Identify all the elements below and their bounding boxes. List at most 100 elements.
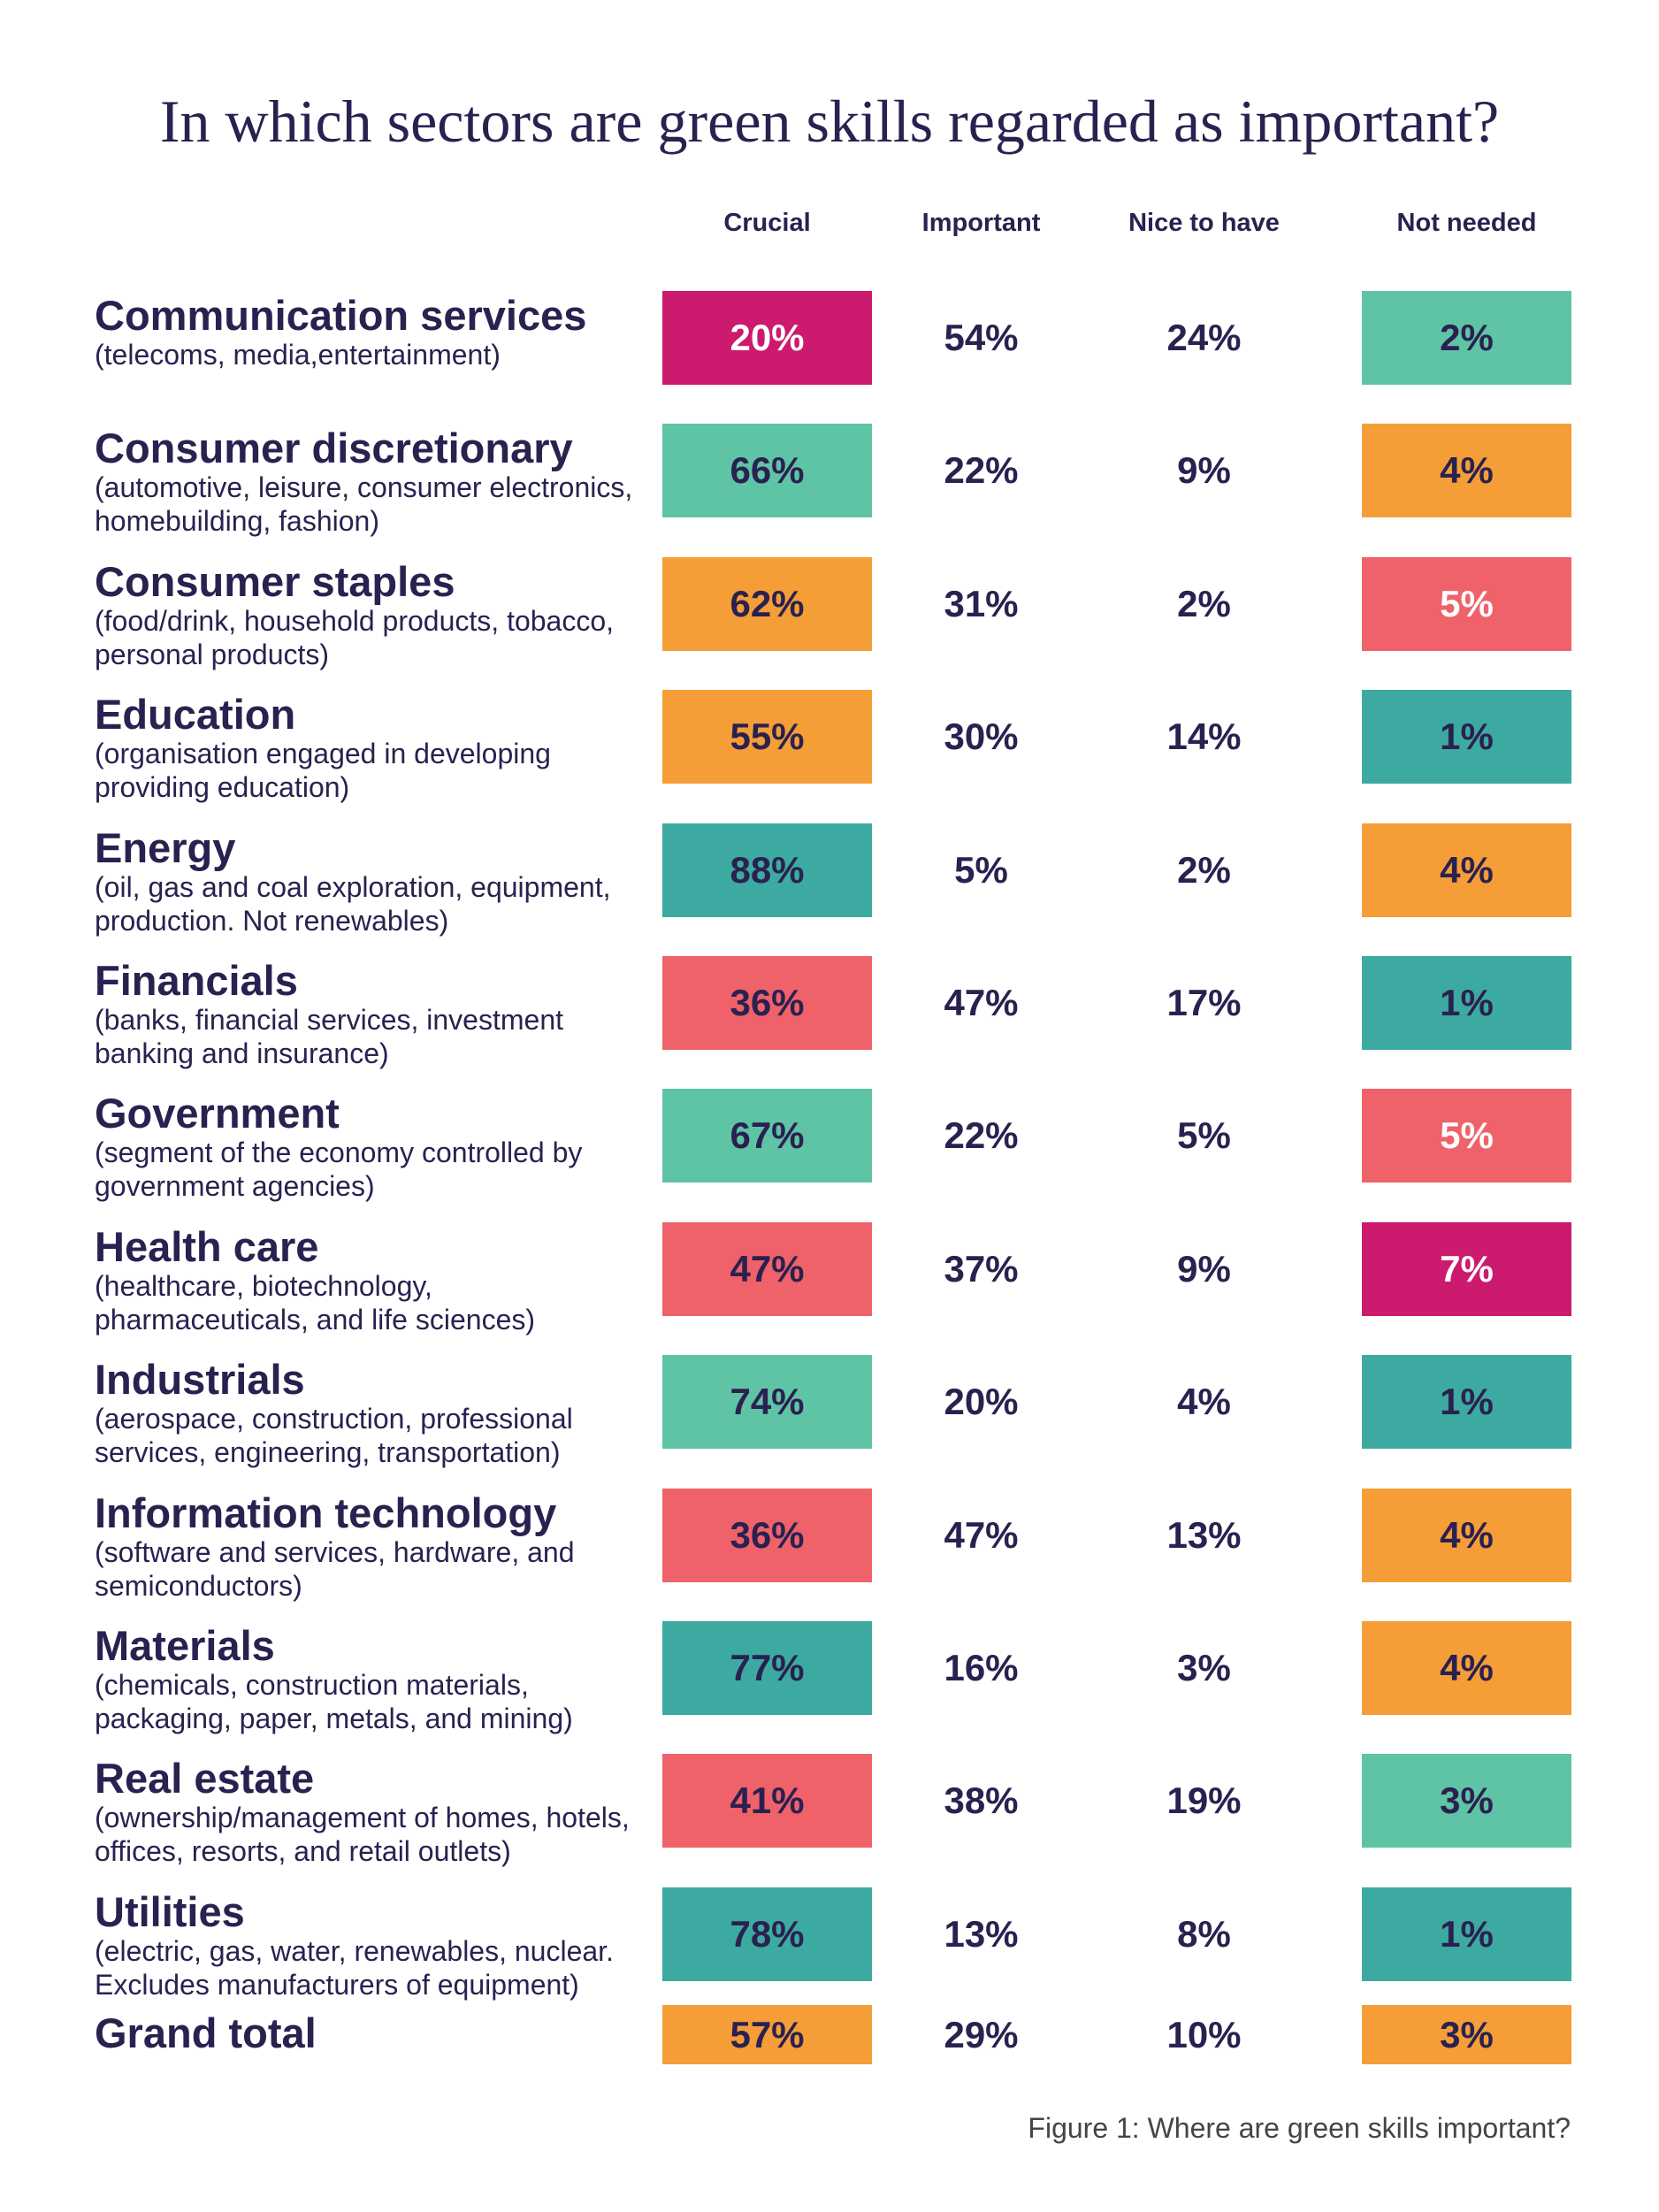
sector-label: Information technology [95, 1489, 557, 1536]
value-cell: 5% [1362, 1089, 1571, 1183]
column-header: Not needed [1396, 209, 1537, 237]
value-cell: 3% [1362, 2005, 1571, 2064]
value-cell: 22% [944, 449, 1019, 492]
value-cell: 7% [1362, 1221, 1571, 1316]
sector-description: offices, resorts, and retail outlets) [95, 1835, 511, 1868]
value-cell: 36% [662, 956, 872, 1050]
title: In which sectors are green skills regard… [159, 88, 1500, 155]
value-cell: 1% [1362, 1887, 1571, 1981]
column-header: Nice to have [1128, 209, 1280, 237]
value-cell: 37% [944, 1247, 1019, 1290]
value-cell: 13% [1166, 1513, 1242, 1556]
value-cell: 3% [1362, 1754, 1571, 1848]
sector-description: (healthcare, biotechnology, [95, 1269, 432, 1302]
sector-description: (segment of the economy controlled by [95, 1137, 583, 1169]
value-cell: 5% [1177, 1114, 1231, 1157]
column-header: Crucial [723, 209, 811, 237]
sector-description: production. Not renewables) [95, 904, 449, 937]
value-cell: 1% [1362, 1355, 1571, 1450]
value-cell: 5% [954, 848, 1008, 891]
sector-description: (banks, financial services, investment [95, 1004, 563, 1036]
value-cell: 4% [1177, 1381, 1231, 1423]
sector-label: Health care [95, 1222, 319, 1270]
value-cell: 54% [944, 317, 1019, 358]
sector-description: banking and insurance) [95, 1037, 389, 1069]
sector-description: (telecoms, media,entertainment) [95, 339, 501, 371]
sector-description: (ownership/management of homes, hotels, [95, 1802, 630, 1834]
sector-label: Education [95, 691, 296, 739]
value-cell: 30% [944, 716, 1019, 758]
sector-description: (organisation engaged in developing [95, 738, 551, 770]
sector-description: (oil, gas and coal exploration, equipmen… [95, 870, 611, 903]
value-cell: 41% [662, 1754, 872, 1848]
sector-description: (automotive, leisure, consumer electroni… [95, 471, 633, 504]
value-cell: 20% [944, 1381, 1019, 1423]
sector-description: (chemicals, construction materials, [95, 1669, 529, 1701]
value-cell: 10% [1166, 2013, 1242, 2055]
value-cell: 2% [1177, 582, 1231, 624]
sector-description: services, engineering, transportation) [95, 1436, 561, 1469]
value-cell: 4% [1362, 424, 1571, 518]
sector-description: packaging, paper, metals, and mining) [95, 1703, 573, 1734]
value-cell: 47% [662, 1221, 872, 1316]
value-cell: 2% [1177, 848, 1231, 891]
value-cell: 29% [944, 2013, 1019, 2055]
value-cell: 36% [662, 1488, 872, 1582]
sector-label: Energy [95, 823, 236, 871]
value-cell: 47% [944, 982, 1019, 1023]
value-cell: 14% [1166, 716, 1242, 758]
value-cell: 16% [944, 1647, 1019, 1688]
value-cell: 2% [1362, 291, 1571, 385]
sector-label: Communication services [95, 292, 587, 339]
sector-description: government agencies) [95, 1170, 375, 1203]
value-cell: 19% [1166, 1780, 1242, 1822]
column-header: Important [921, 209, 1041, 237]
sector-label: Consumer discretionary [95, 425, 573, 472]
value-cell: 31% [944, 582, 1019, 624]
value-cell: 8% [1177, 1912, 1231, 1955]
value-cell: 57% [662, 2005, 872, 2064]
value-cell: 4% [1362, 823, 1571, 917]
value-cell: 22% [944, 1114, 1019, 1157]
value-cell: 3% [1177, 1647, 1231, 1688]
value-cell: 78% [662, 1887, 872, 1981]
value-cell: 74% [662, 1355, 872, 1450]
sector-label: Industrials [95, 1356, 305, 1404]
value-cell: 9% [1177, 449, 1231, 492]
value-cell: 24% [1166, 317, 1242, 358]
sector-description: (food/drink, household products, tobacco… [95, 604, 615, 637]
value-cell: 55% [662, 690, 872, 785]
sector-description: (aerospace, construction, professional [95, 1403, 573, 1435]
sector-description: pharmaceuticals, and life sciences) [95, 1303, 536, 1336]
sector-label: Utilities [95, 1887, 245, 1935]
value-cell: 13% [944, 1912, 1019, 1955]
sector-description: semiconductors) [95, 1569, 302, 1602]
value-cell: 88% [662, 823, 872, 917]
sector-label: Consumer staples [95, 557, 455, 605]
value-cell: 4% [1362, 1488, 1571, 1582]
value-cell: 1% [1362, 690, 1571, 785]
sector-description: Excludes manufacturers of equipment) [95, 1968, 579, 2001]
sector-description: (electric, gas, water, renewables, nucle… [95, 1934, 614, 1967]
value-cell: 17% [1166, 982, 1242, 1023]
value-cell: 62% [662, 556, 872, 651]
value-cell: 1% [1362, 956, 1571, 1050]
value-cell: 5% [1362, 556, 1571, 651]
value-cell: 9% [1177, 1247, 1231, 1290]
sector-label: Government [95, 1090, 340, 1137]
value-cell: 38% [944, 1780, 1019, 1822]
sector-label: Materials [95, 1622, 275, 1669]
value-cell: 77% [662, 1621, 872, 1715]
value-cell: 4% [1362, 1621, 1571, 1715]
value-cell: 20% [662, 291, 872, 385]
caption: Figure 1: Where are green skills importa… [1028, 2112, 1571, 2144]
sector-description: (software and services, hardware, and [95, 1535, 575, 1568]
sector-label: Real estate [95, 1755, 315, 1803]
sector-label: Financials [95, 957, 298, 1004]
value-cell: 67% [662, 1089, 872, 1183]
value-cell: 47% [944, 1513, 1019, 1556]
sector-description: personal products) [95, 638, 330, 670]
value-cell: 66% [662, 424, 872, 518]
sector-description: providing education) [95, 771, 350, 804]
